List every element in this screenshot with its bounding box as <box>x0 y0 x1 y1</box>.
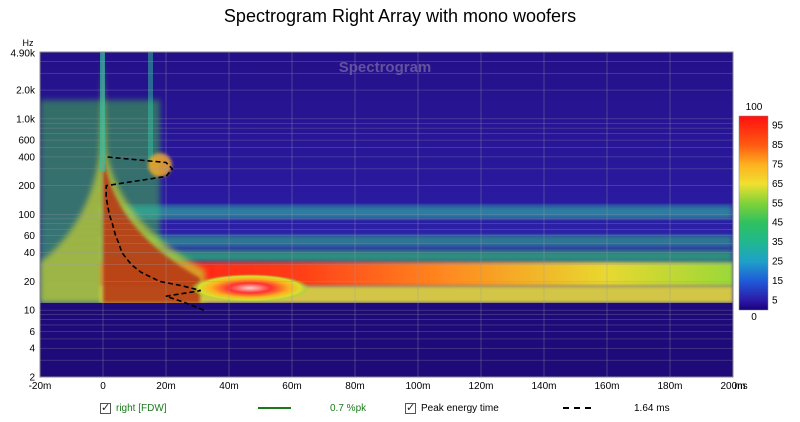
y-tick-label: 20 <box>24 277 36 288</box>
watermark: Spectrogram <box>339 59 432 76</box>
series-label: right [FDW] <box>116 402 167 414</box>
x-tick-label: 0 <box>100 381 106 392</box>
y-tick-label: 2.0k <box>16 86 36 97</box>
heatmap-energy <box>40 52 733 303</box>
y-tick-label: 40 <box>24 248 36 259</box>
colorbar-tick-label: 45 <box>772 218 784 229</box>
x-tick-label: 40m <box>219 381 238 392</box>
y-tick-label: 60 <box>24 231 36 242</box>
grid <box>39 51 734 378</box>
colorbar-tick-label: 65 <box>772 179 784 190</box>
x-tick-label: 80m <box>345 381 364 392</box>
colorbar-gradient <box>738 115 769 311</box>
x-tick-label: 140m <box>531 381 556 392</box>
chart-title: Spectrogram Right Array with mono woofer… <box>223 6 577 26</box>
colorbar-tick-label: 75 <box>772 160 784 171</box>
reflection-spike <box>148 52 153 162</box>
x-tick-label: 100m <box>405 381 430 392</box>
y-tick-label: 200 <box>18 181 35 192</box>
colorbar-tick-label: 0 <box>751 312 757 323</box>
peak-value: 1.64 ms <box>634 402 670 414</box>
x-unit-label: ms <box>734 381 747 392</box>
legend-swatch <box>258 399 291 417</box>
y-tick-label: 100 <box>18 210 35 221</box>
colorbar-tick-label: 5 <box>772 295 778 306</box>
series-checkbox[interactable] <box>100 401 111 414</box>
y-unit-label: Hz <box>23 38 34 48</box>
x-axis: -20m 0 20m 40m 60m 80m 100m 120m 140m 160m 180m 200… <box>29 381 748 392</box>
peak-label: Peak energy time <box>421 402 499 414</box>
impulse-spike <box>100 52 105 172</box>
colorbar-tick-label: 85 <box>772 140 784 151</box>
peak-energy-line <box>105 156 205 311</box>
x-tick-label: 20m <box>156 381 175 392</box>
peak-checkbox[interactable] <box>405 401 416 414</box>
y-tick-label: 600 <box>18 136 35 147</box>
x-tick-label: 120m <box>468 381 493 392</box>
colorbar-tick-label: 55 <box>772 198 784 209</box>
y-axis: 4.90k 2.0k 1.0k 600 400 200 100 60 40 20 10 6 4 2 <box>11 48 36 383</box>
colorbar-tick-label: 15 <box>772 276 784 287</box>
y-tick-label: 4 <box>29 344 35 355</box>
colorbar-tick-label: 35 <box>772 237 784 248</box>
x-tick-label: 60m <box>282 381 301 392</box>
y-tick-label: 400 <box>18 152 35 163</box>
direct-sound-wedge <box>40 60 205 303</box>
legend-item-peak[interactable]: Peak energy time <box>405 399 499 417</box>
hot-spot <box>190 274 310 302</box>
plot-frame <box>39 51 734 378</box>
y-tick-label: 4.90k <box>11 48 36 59</box>
mode-band-50hz <box>100 235 733 247</box>
y-tick-label: 10 <box>24 306 36 317</box>
x-tick-label: 160m <box>594 381 619 392</box>
legend-item-right[interactable]: right [FDW] <box>100 399 167 417</box>
colorbar: 100 95 85 75 65 55 45 35 25 15 5 0 <box>738 102 784 323</box>
peak-swatch <box>563 399 591 417</box>
mode-band-100hz <box>100 205 733 219</box>
colorbar-ticks: 100 95 85 75 65 55 45 35 25 15 5 0 <box>746 102 784 323</box>
peak-line-swatch <box>563 407 591 409</box>
y-tick-label: 2 <box>29 373 35 384</box>
colorbar-tick-label: 100 <box>746 102 763 113</box>
y-tick-label: 6 <box>29 327 35 338</box>
plot-area: Spectrogram <box>39 51 734 378</box>
colorbar-tick-label: 95 <box>772 121 784 132</box>
colorbar-tick-label: 25 <box>772 257 784 268</box>
x-tick-label: 180m <box>657 381 682 392</box>
series-value: 0.7 %pk <box>330 402 367 414</box>
series-line-swatch <box>258 407 291 409</box>
x-tick-label: 200m <box>720 381 745 392</box>
y-tick-label: 1.0k <box>16 114 36 125</box>
mode-band-35hz <box>100 250 733 262</box>
x-tick-label: -20m <box>29 381 52 392</box>
